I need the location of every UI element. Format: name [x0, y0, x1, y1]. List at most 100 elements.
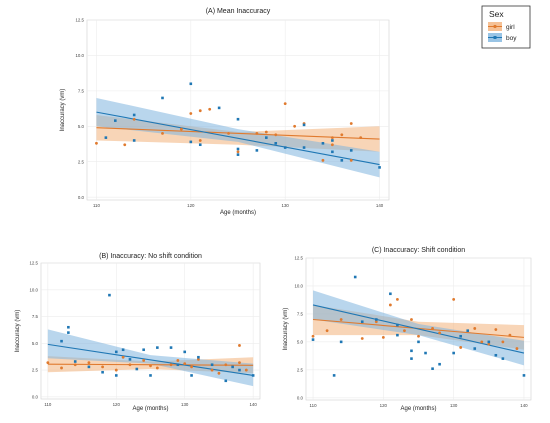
y-tick-label: 7.5 [32, 314, 39, 319]
data-point-girl [60, 366, 63, 370]
data-point-boy [114, 374, 118, 377]
data-point-boy [142, 348, 145, 352]
data-point-boy [302, 123, 306, 127]
data-point-boy [311, 338, 315, 341]
data-point-girl [381, 335, 385, 339]
data-point-girl [321, 158, 325, 162]
data-point-boy [265, 136, 268, 139]
data-point-girl [73, 363, 77, 367]
data-point-boy [424, 351, 427, 355]
data-point-girl [283, 102, 287, 106]
data-point-girl [255, 131, 259, 135]
data-point-boy [176, 363, 180, 367]
y-tick-label: 12.5 [75, 18, 84, 23]
data-point-boy [104, 136, 108, 139]
data-point-girl [374, 320, 378, 324]
data-point-boy [466, 329, 470, 332]
data-point-boy [132, 113, 136, 117]
data-point-boy [522, 374, 526, 377]
data-point-girl [227, 131, 230, 135]
x-tick-label: 140 [249, 402, 257, 407]
y-tick-label: 2.5 [32, 368, 39, 373]
data-point-boy [60, 339, 63, 343]
data-point-girl [197, 357, 200, 361]
data-point-boy [128, 358, 132, 361]
data-point-girl [95, 141, 98, 145]
data-point-boy [349, 149, 353, 152]
data-point-girl [360, 337, 364, 340]
data-point-boy [417, 340, 420, 344]
x-tick-label: 110 [93, 203, 101, 208]
data-point-boy [210, 363, 214, 367]
legend-label-boy: boy [506, 35, 517, 42]
data-point-boy [183, 350, 187, 354]
legend-key-boy [488, 33, 502, 42]
y-axis-label: Inaccuracy (vm) [60, 89, 66, 132]
legend: Sex girl boy [481, 5, 531, 49]
data-point-girl [198, 139, 202, 142]
x-tick-label: 140 [520, 403, 528, 408]
data-point-girl [501, 340, 505, 344]
data-point-girl [149, 364, 152, 368]
data-point-boy [501, 357, 505, 360]
data-point-boy [283, 146, 287, 149]
data-point-girl [349, 122, 353, 125]
panel-no-shift-condition: 0.0 2.5 5.0 7.5 10.0 12.5 110 120 130 140 (B) Inac… [15, 253, 261, 412]
data-point-girl [238, 361, 241, 364]
data-point-boy [217, 106, 221, 110]
y-tick-label: 5.0 [78, 124, 85, 129]
data-point-boy [452, 351, 455, 355]
y-tick-label: 7.5 [78, 88, 85, 93]
data-point-boy [396, 333, 399, 337]
data-point-girl [238, 344, 241, 347]
data-point-boy [353, 275, 357, 279]
data-point-boy [438, 362, 441, 366]
confidence-band-boy [313, 290, 524, 366]
data-point-boy [236, 147, 240, 151]
data-point-boy [238, 368, 241, 372]
x-tick-label: 110 [310, 403, 318, 408]
data-point-girl [244, 368, 248, 372]
y-tick-label: 5.0 [297, 339, 304, 344]
y-tick-label: 10.0 [29, 287, 38, 292]
data-point-boy [389, 292, 392, 296]
data-point-girl [87, 361, 91, 364]
data-point-boy [375, 318, 378, 321]
data-point-girl [388, 303, 392, 307]
data-point-girl [293, 124, 297, 128]
data-point-boy [161, 96, 164, 100]
data-point-boy [378, 166, 381, 169]
y-tick-label: 2.5 [297, 367, 304, 372]
data-point-boy [236, 117, 240, 121]
fit-line-boy [47, 343, 254, 376]
data-point-boy [487, 340, 491, 344]
panel-shift-condition: 0.0 2.5 5.0 7.5 10.0 12.5 110 120 130 140 (C) Inac… [283, 247, 532, 412]
data-point-girl [339, 318, 343, 321]
x-tick-label: 120 [113, 402, 121, 407]
data-point-girl [403, 329, 406, 333]
confidence-band-boy [47, 329, 254, 387]
data-point-girl [169, 363, 173, 367]
data-point-girl [236, 150, 240, 154]
chart-title: (B) Inaccuracy: No shift condition [99, 253, 202, 260]
data-point-boy [360, 320, 364, 324]
data-point-boy [321, 142, 325, 145]
data-point-girl [176, 359, 180, 362]
data-point-boy [108, 293, 111, 297]
data-point-boy [114, 350, 118, 354]
legend-key-girl [488, 22, 502, 31]
x-axis-label: Age (months) [400, 406, 436, 412]
data-point-girl [198, 109, 202, 113]
data-point-girl [396, 297, 399, 301]
data-point-girl [330, 136, 334, 140]
y-tick-label: 2.5 [78, 159, 85, 164]
data-point-boy [331, 139, 334, 142]
data-point-girl [217, 371, 221, 375]
data-point-girl [210, 368, 214, 372]
y-tick-label: 5.0 [32, 341, 39, 346]
data-point-boy [255, 149, 259, 152]
x-tick-label: 140 [376, 203, 384, 208]
y-tick-label: 10.0 [294, 284, 303, 289]
data-point-girl [121, 355, 125, 359]
y-tick-label: 0.0 [78, 195, 85, 200]
